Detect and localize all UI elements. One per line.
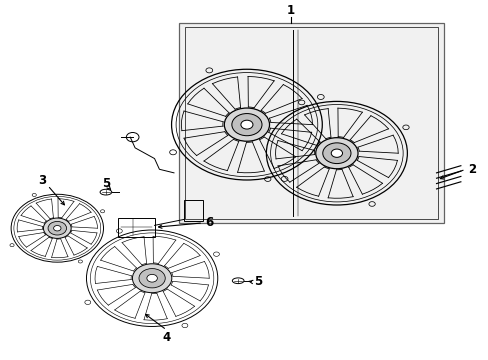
Circle shape	[54, 225, 61, 231]
Circle shape	[132, 264, 171, 293]
Circle shape	[43, 218, 71, 238]
Bar	[184, 27, 437, 219]
Circle shape	[146, 274, 157, 282]
Circle shape	[224, 108, 269, 141]
Circle shape	[48, 221, 66, 235]
Circle shape	[322, 143, 350, 163]
Bar	[179, 23, 443, 223]
Text: 5: 5	[254, 275, 262, 288]
Circle shape	[315, 138, 357, 169]
Circle shape	[231, 113, 262, 136]
Bar	[183, 200, 203, 221]
Text: 5: 5	[102, 177, 110, 190]
Text: 6: 6	[205, 216, 213, 229]
Text: 2: 2	[467, 163, 475, 176]
Text: 3: 3	[39, 174, 47, 186]
Text: 1: 1	[286, 4, 294, 17]
Circle shape	[241, 120, 252, 129]
Bar	[118, 217, 154, 237]
Text: 4: 4	[162, 331, 170, 344]
Circle shape	[139, 269, 165, 288]
Circle shape	[330, 149, 342, 157]
